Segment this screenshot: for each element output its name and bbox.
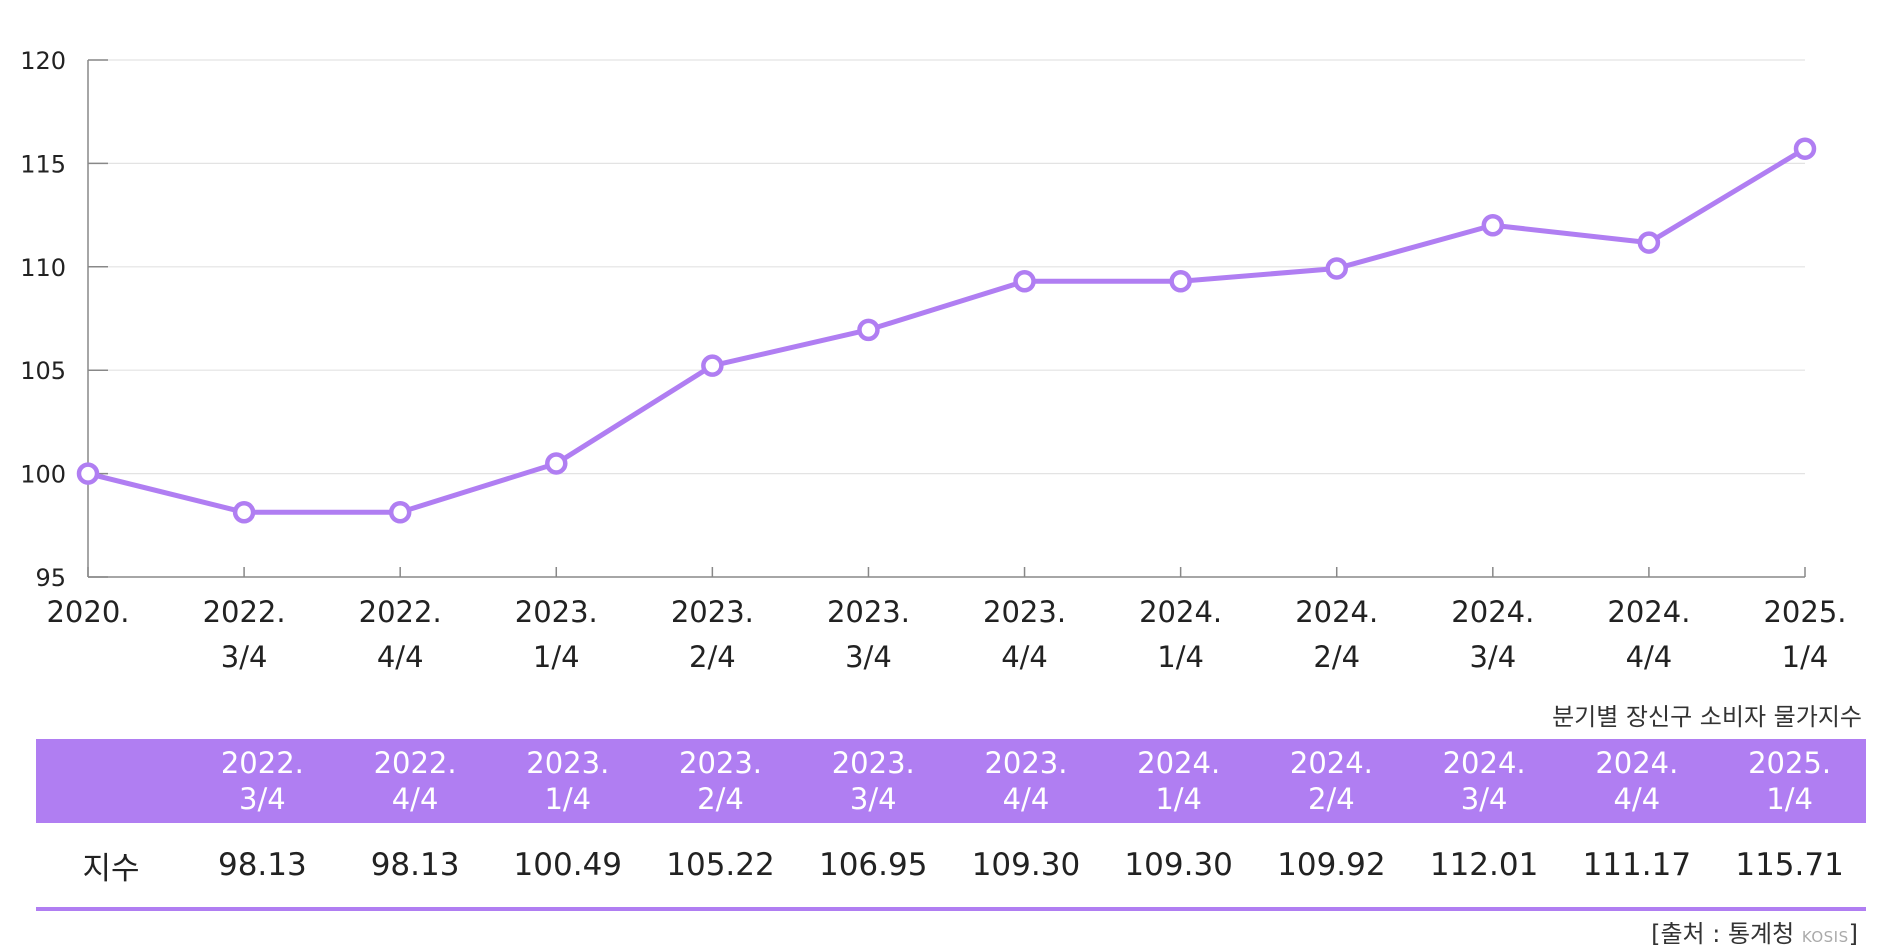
x-tick-label: 2024. — [1295, 595, 1378, 629]
table-row-label: 지수 — [82, 850, 140, 887]
x-tick-label: 2023. — [515, 595, 598, 629]
x-tick-label: 2023. — [983, 595, 1066, 629]
x-tick-label: 2/4 — [1313, 640, 1360, 674]
x-tick-label: 2020. — [46, 595, 129, 629]
data-point — [1481, 213, 1505, 237]
data-point — [1325, 257, 1348, 280]
x-tick-label: 3/4 — [1469, 640, 1516, 674]
table-header-row: 2022. 3/4 2022. 4/4 2023. 1/4 2023. 2/4 … — [36, 739, 1866, 823]
table-header-cell: 2023. 1/4 — [526, 746, 610, 816]
data-table: 2022. 3/4 2022. 4/4 2023. 1/4 2023. 2/4 … — [36, 739, 1866, 911]
table-cell: 109.30 — [971, 847, 1081, 883]
table-cell: 109.92 — [1277, 847, 1386, 883]
x-tick-label: 2/4 — [689, 640, 736, 674]
data-point — [545, 452, 568, 475]
data-point — [1169, 270, 1192, 293]
y-tick-label: 105 — [20, 357, 66, 385]
data-point — [388, 501, 412, 524]
x-tick-label: 1/4 — [1157, 640, 1204, 674]
chart-series — [76, 137, 1817, 524]
y-tick-label: 100 — [20, 461, 66, 489]
x-tick-label: 4/4 — [1626, 640, 1673, 674]
x-tick-label: 2023. — [671, 595, 754, 629]
chart-caption: 분기별 장신구 소비자 물가지수 — [1552, 703, 1862, 731]
table-header-cell: 2025. 1/4 — [1748, 746, 1832, 816]
y-axis-ticks: 95 100 105 110 115 120 — [20, 47, 108, 592]
kosis-logo: KOSIS — [1801, 928, 1849, 946]
x-tick-label: 3/4 — [221, 640, 268, 674]
data-point — [76, 462, 100, 485]
x-tick-label: 1/4 — [1782, 640, 1829, 674]
x-tick-label: 2024. — [1607, 595, 1690, 629]
chart-gridlines — [88, 59, 1805, 475]
y-tick-label: 115 — [20, 150, 66, 178]
x-tick-label: 1/4 — [533, 640, 580, 674]
table-row: 지수 98.13 98.13 100.49 105.22 106.95 109.… — [36, 823, 1866, 909]
table-header-cell: 2023. 2/4 — [679, 746, 763, 816]
table-header-cell: 2023. 3/4 — [831, 746, 915, 816]
data-point — [701, 354, 724, 377]
x-tick-label: 2025. — [1763, 595, 1846, 629]
table-header-cell: 2024. 4/4 — [1595, 746, 1679, 816]
x-tick-label: 2024. — [1139, 595, 1222, 629]
source-suffix: ] — [1848, 920, 1858, 948]
table-header-cell: 2024. 3/4 — [1442, 746, 1526, 816]
table-cell: 100.49 — [513, 847, 623, 883]
x-axis-ticks: 2020. 2022. 3/4 2022. 4/4 2023. 1/4 2023. 2/4 202… — [46, 567, 1847, 674]
table-header-cell — [36, 739, 186, 823]
series-line — [87, 146, 1807, 515]
table-header-cell: 2022. 3/4 — [220, 746, 304, 816]
table-cell: 106.95 — [818, 847, 928, 883]
x-tick-label: 3/4 — [845, 640, 892, 674]
table-cell: 112.01 — [1429, 847, 1539, 883]
data-point — [1013, 270, 1036, 293]
table-cell: 109.30 — [1124, 847, 1233, 883]
source-prefix: [출처 : 통계청 — [1651, 920, 1795, 948]
table-cell: 98.13 — [217, 847, 307, 883]
table-cell: 98.13 — [370, 847, 460, 883]
table-cell: 111.17 — [1582, 847, 1692, 883]
table-header-cell: 2024. 2/4 — [1289, 746, 1373, 816]
data-point — [232, 501, 256, 524]
x-tick-label: 4/4 — [377, 640, 424, 674]
x-tick-label: 4/4 — [1001, 640, 1048, 674]
x-tick-label: 2024. — [1451, 595, 1534, 629]
data-point — [857, 318, 880, 342]
table-cell: 105.22 — [666, 847, 775, 883]
x-tick-label: 2022. — [203, 595, 286, 629]
x-tick-label: 2022. — [359, 595, 442, 629]
y-tick-label: 110 — [20, 254, 66, 282]
source-note: [출처 : 통계청 KOSIS] — [1651, 914, 1858, 949]
x-tick-label: 2023. — [827, 595, 910, 629]
table-header-cell: 2023. 4/4 — [984, 746, 1068, 816]
data-point — [1793, 137, 1817, 160]
table-header-cell: 2022. 4/4 — [373, 746, 457, 816]
y-tick-label: 120 — [20, 47, 66, 75]
y-tick-label: 95 — [35, 564, 66, 592]
data-point — [1637, 231, 1661, 254]
chart-axes — [87, 60, 1805, 578]
table-header-cell: 2024. 1/4 — [1137, 746, 1221, 816]
table-cell: 115.71 — [1735, 847, 1844, 883]
